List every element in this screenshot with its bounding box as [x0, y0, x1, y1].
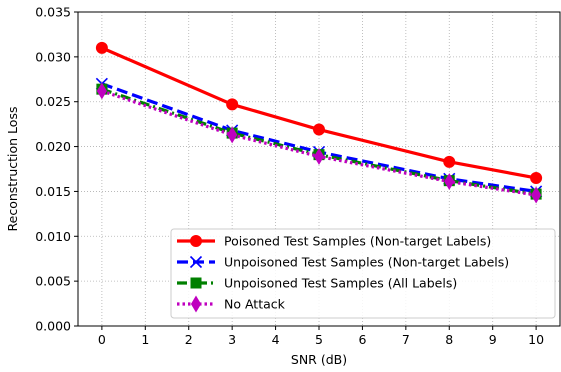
data-point: [95, 41, 108, 54]
x-axis-ticks: 0 1 2 3 4 5 6 7 8 9 10: [98, 326, 544, 347]
x-tick-label: 2: [185, 332, 193, 347]
x-tick-label: 3: [228, 332, 236, 347]
legend-label: Unpoisoned Test Samples (All Labels): [224, 276, 457, 291]
legend-label: Poisoned Test Samples (Non-target Labels…: [224, 234, 491, 249]
y-tick-label: 0.000: [35, 319, 71, 334]
y-tick-label: 0.005: [35, 274, 71, 289]
legend-entry: No Attack: [177, 295, 286, 313]
data-point: [227, 126, 238, 144]
legend: Poisoned Test Samples (Non-target Labels…: [170, 228, 556, 319]
data-point: [313, 123, 325, 136]
legend-entry: Unpoisoned Test Samples (All Labels): [177, 276, 457, 291]
legend-marker: [190, 235, 202, 247]
y-axis-ticks: 0.000 0.005 0.010 0.015 0.020 0.025 0.030 0.035: [35, 5, 78, 334]
data-point: [444, 173, 455, 191]
legend-marker: [189, 255, 203, 269]
x-tick-label: 8: [445, 332, 453, 347]
x-tick-label: 10: [528, 332, 544, 347]
data-point: [443, 155, 456, 168]
legend-label: No Attack: [224, 297, 286, 312]
x-tick-label: 9: [489, 332, 497, 347]
x-tick-label: 6: [358, 332, 366, 347]
y-tick-label: 0.025: [35, 94, 71, 109]
data-point: [96, 82, 107, 100]
x-tick-label: 4: [272, 332, 280, 347]
y-tick-label: 0.020: [35, 139, 71, 154]
x-axis-label: SNR (dB): [291, 352, 347, 367]
series-1: [95, 41, 543, 184]
series-layer: [95, 41, 543, 204]
series-4: [96, 82, 542, 204]
legend-entry: Poisoned Test Samples (Non-target Labels…: [177, 234, 491, 249]
legend-box: [170, 228, 556, 319]
legend-label: Unpoisoned Test Samples (Non-target Labe…: [224, 255, 509, 270]
y-tick-label: 0.015: [35, 184, 71, 199]
y-tick-label: 0.010: [35, 229, 71, 244]
x-tick-label: 7: [402, 332, 410, 347]
y-tick-label: 0.030: [35, 49, 71, 64]
legend-marker: [190, 295, 202, 313]
legend-marker: [190, 277, 202, 289]
data-point: [313, 147, 325, 165]
x-tick-label: 5: [315, 332, 323, 347]
legend-entry: Unpoisoned Test Samples (Non-target Labe…: [177, 255, 509, 270]
data-point: [531, 186, 542, 204]
y-axis-label: Reconstruction Loss: [5, 107, 20, 232]
data-point: [226, 98, 239, 111]
x-tick-label: 1: [141, 332, 149, 347]
x-tick-label: 0: [98, 332, 106, 347]
data-point: [530, 171, 543, 184]
y-tick-label: 0.035: [35, 5, 71, 20]
